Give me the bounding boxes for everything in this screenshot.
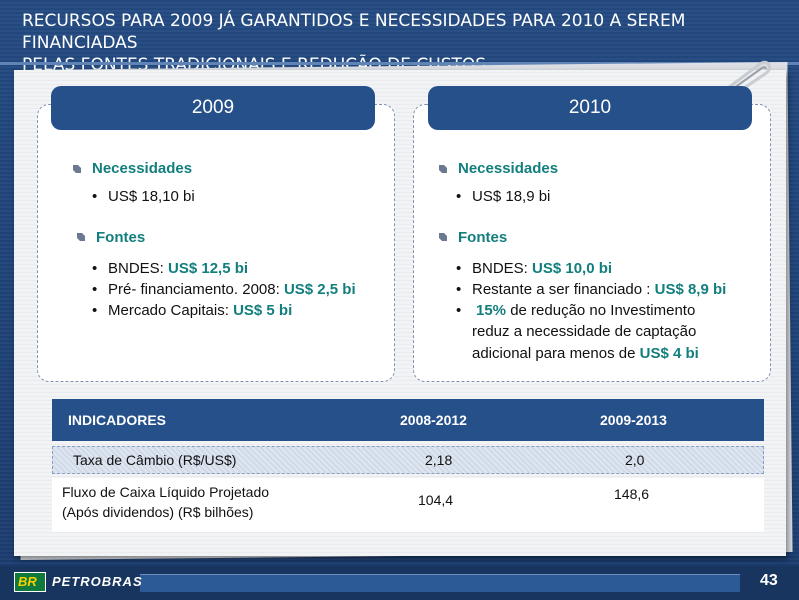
petrobras-logo-box	[14, 572, 46, 592]
paperclip-icon	[727, 60, 771, 92]
panel-2010	[413, 104, 771, 382]
row-label-line1: Fluxo de Caixa Líquido Projetado	[62, 484, 270, 500]
pointer-bullet-icon	[439, 233, 447, 241]
year-tab-2010: 2010	[428, 86, 752, 130]
fonte-value: US$ 8,9 bi	[654, 281, 727, 298]
fonte-label: Restante a ser financiado :	[472, 281, 655, 298]
title-divider	[0, 62, 799, 65]
footer-stripe	[140, 574, 740, 592]
row-value-2009-2013: 148,6	[614, 486, 650, 502]
reducao-line1: de redução no Investimento	[506, 302, 696, 319]
fonte-label: BNDES:	[472, 260, 533, 277]
pointer-bullet-icon	[439, 165, 447, 173]
fontes-2009-heading: Fontes	[96, 229, 146, 246]
reducao-value: US$ 4 bi	[639, 345, 699, 362]
header-2009-2013: 2009-2013	[600, 412, 667, 428]
row-value-2008-2012: 2,18	[425, 452, 453, 468]
necessidades-2009-value: US$ 18,10 bi	[108, 188, 195, 205]
fonte-label: Pré- financiamento. 2008:	[108, 281, 284, 298]
necessidades-2010-heading: Necessidades	[458, 160, 559, 177]
reducao-pct: 15%	[476, 302, 507, 319]
necessidades-2009-heading: Necessidades	[92, 160, 193, 177]
petrobras-logo-br: BR	[18, 574, 37, 589]
fonte-value: US$ 12,5 bi	[168, 260, 249, 277]
slide-title-line1: RECURSOS PARA 2009 JÁ GARANTIDOS E NECES…	[22, 11, 686, 53]
reducao-line2: reduz a necessidade de captação	[472, 323, 697, 340]
header-indicadores: INDICADORES	[68, 412, 167, 428]
year-tab-2009: 2009	[51, 86, 375, 130]
fonte-value: US$ 5 bi	[233, 302, 293, 319]
table-row: Fluxo de Caixa Líquido Projetado (Após d…	[52, 478, 764, 532]
pointer-bullet-icon	[77, 233, 85, 241]
page-number: 43	[760, 572, 778, 589]
petrobras-wordmark: PETROBRAS	[52, 574, 143, 589]
row-value-2008-2012: 104,4	[418, 492, 454, 508]
fonte-label: BNDES:	[108, 260, 169, 277]
header-2008-2012: 2008-2012	[400, 412, 467, 428]
fonte-label: Mercado Capitais:	[108, 302, 234, 319]
row-label: Taxa de Câmbio (R$/US$)	[73, 452, 237, 468]
indicators-table-header: INDICADORES 2008-2012 2009-2013	[52, 399, 764, 441]
fonte-value: US$ 10,0 bi	[532, 260, 613, 277]
table-row: Taxa de Câmbio (R$/US$) 2,18 2,0	[52, 446, 764, 474]
row-value-2009-2013: 2,0	[625, 452, 645, 468]
fontes-2010-heading: Fontes	[458, 229, 508, 246]
reducao-line3: adicional para menos de US$ 4 bi	[472, 345, 699, 362]
panel-2009	[37, 104, 395, 382]
necessidades-2010-value: US$ 18,9 bi	[472, 188, 551, 205]
fonte-value: US$ 2,5 bi	[283, 281, 356, 298]
row-label-line2: (Após dividendos) (R$ bilhões)	[62, 504, 254, 520]
pointer-bullet-icon	[73, 165, 81, 173]
